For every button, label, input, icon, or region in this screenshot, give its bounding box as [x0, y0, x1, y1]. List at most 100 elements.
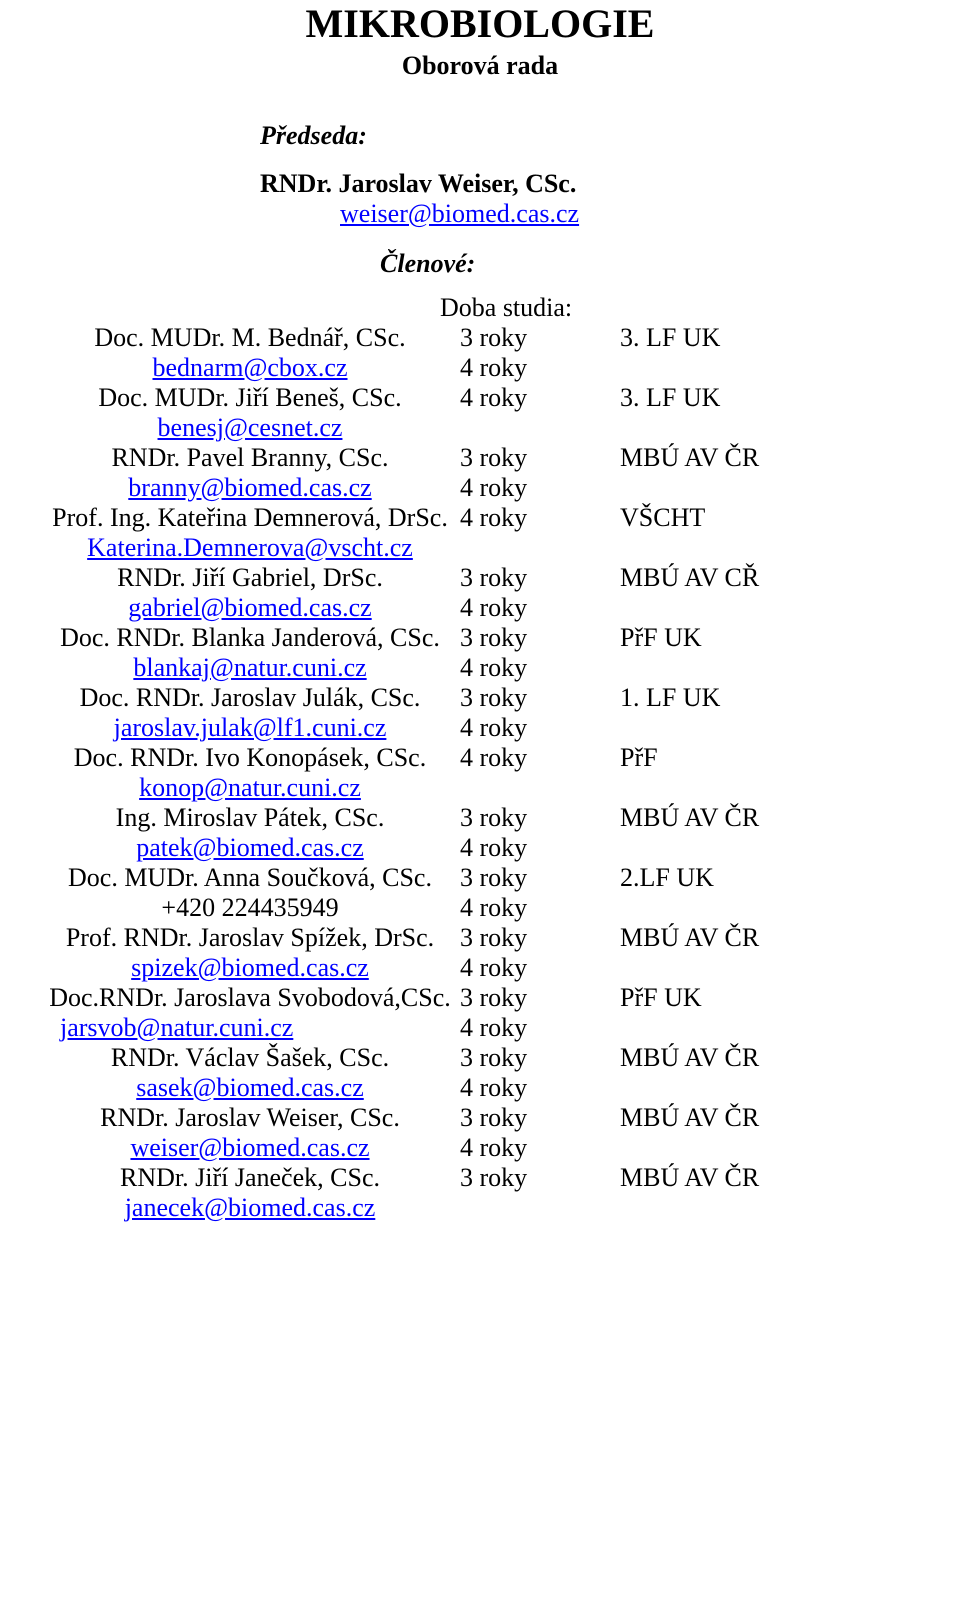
table-row: konop@natur.cuni.cz [40, 773, 920, 803]
member-name: Doc. RNDr. Jaroslav Julák, CSc. [40, 683, 460, 713]
member-duration-1: 3 roky [460, 923, 620, 953]
member-duration-2: 4 roky [460, 653, 620, 683]
table-row: RNDr. Jiří Gabriel, DrSc.3 rokyMBÚ AV CŘ [40, 563, 920, 593]
table-row: RNDr. Václav Šašek, CSc.3 rokyMBÚ AV ČR [40, 1043, 920, 1073]
member-email-link[interactable]: patek@biomed.cas.cz [136, 833, 364, 862]
member-affiliation: MBÚ AV ČR [620, 803, 920, 833]
table-row: Doc. RNDr. Blanka Janderová, CSc.3 rokyP… [40, 623, 920, 653]
member-affiliation: PřF UK [620, 983, 920, 1013]
member-name: Prof. RNDr. Jaroslav Spížek, DrSc. [40, 923, 460, 953]
member-duration-2: 4 roky [460, 1073, 620, 1103]
member-contact: jaroslav.julak@lf1.cuni.cz [40, 713, 460, 743]
table-row: +420 2244359494 roky [40, 893, 920, 923]
table-row: Katerina.Demnerova@vscht.cz [40, 533, 920, 563]
member-affiliation: MBÚ AV ČR [620, 1103, 920, 1133]
member-email-link[interactable]: blankaj@natur.cuni.cz [133, 653, 366, 682]
member-email-link[interactable]: branny@biomed.cas.cz [128, 473, 371, 502]
chair-label: Předseda: [260, 121, 920, 151]
member-email-link[interactable]: janecek@biomed.cas.cz [125, 1193, 376, 1222]
table-row: RNDr. Pavel Branny, CSc.3 rokyMBÚ AV ČR [40, 443, 920, 473]
member-affiliation: VŠCHT [620, 503, 920, 533]
member-duration-1: 3 roky [460, 803, 620, 833]
table-row: Doc.RNDr. Jaroslava Svobodová,CSc.3 roky… [40, 983, 920, 1013]
member-duration-2: 4 roky [460, 473, 620, 503]
member-email-link[interactable]: bednarm@cbox.cz [152, 353, 347, 382]
table-row: Prof. RNDr. Jaroslav Spížek, DrSc.3 roky… [40, 923, 920, 953]
chair-name: RNDr. Jaroslav Weiser, CSc. [260, 169, 920, 199]
member-name: Doc.RNDr. Jaroslava Svobodová,CSc. [40, 983, 460, 1013]
member-name: RNDr. Pavel Branny, CSc. [40, 443, 460, 473]
member-email-link[interactable]: sasek@biomed.cas.cz [136, 1073, 364, 1102]
member-contact: sasek@biomed.cas.cz [40, 1073, 460, 1103]
member-name: RNDr. Jiří Janeček, CSc. [40, 1163, 460, 1193]
member-contact: konop@natur.cuni.cz [40, 773, 460, 803]
table-row: jaroslav.julak@lf1.cuni.cz 4 roky [40, 713, 920, 743]
member-duration-2: 4 roky [460, 1133, 620, 1163]
table-row: RNDr. Jiří Janeček, CSc.3 rokyMBÚ AV ČR [40, 1163, 920, 1193]
member-email-link[interactable]: konop@natur.cuni.cz [139, 773, 361, 802]
member-name: Doc. MUDr. Jiří Beneš, CSc. [40, 383, 460, 413]
member-contact: bednarm@cbox.cz [40, 353, 460, 383]
chair-email-link[interactable]: weiser@biomed.cas.cz [340, 199, 579, 228]
table-row: Doc. MUDr. Jiří Beneš, CSc.4 roky3. LF U… [40, 383, 920, 413]
member-duration-1: 4 roky [460, 743, 620, 773]
member-affiliation: MBÚ AV ČR [620, 923, 920, 953]
member-contact: branny@biomed.cas.cz [40, 473, 460, 503]
member-duration-2: 4 roky [460, 1013, 620, 1043]
member-duration-1: 3 roky [460, 1103, 620, 1133]
member-name: Doc. MUDr. M. Bednář, CSc. [40, 323, 460, 353]
member-name: RNDr. Václav Šašek, CSc. [40, 1043, 460, 1073]
member-duration-1: 4 roky [460, 383, 620, 413]
members-table: Doc. MUDr. M. Bednář, CSc.3 roky3. LF UK… [40, 323, 920, 1223]
member-duration-2: 4 roky [460, 953, 620, 983]
member-name: RNDr. Jiří Gabriel, DrSc. [40, 563, 460, 593]
member-affiliation: MBÚ AV ČR [620, 443, 920, 473]
table-row: Ing. Miroslav Pátek, CSc.3 rokyMBÚ AV ČR [40, 803, 920, 833]
table-row: patek@biomed.cas.cz 4 roky [40, 833, 920, 863]
member-affiliation: 3. LF UK [620, 323, 920, 353]
member-contact: blankaj@natur.cuni.cz [40, 653, 460, 683]
member-name: Prof. Ing. Kateřina Demnerová, DrSc. [40, 503, 460, 533]
member-email-link[interactable]: benesj@cesnet.cz [158, 413, 343, 442]
member-email-link[interactable]: weiser@biomed.cas.cz [130, 1133, 369, 1162]
member-duration-2: 4 roky [460, 593, 620, 623]
member-duration-1: 4 roky [460, 503, 620, 533]
member-contact: spizek@biomed.cas.cz [40, 953, 460, 983]
table-row: spizek@biomed.cas.cz 4 roky [40, 953, 920, 983]
member-email-link[interactable]: jarsvob@natur.cuni.cz [60, 1013, 293, 1042]
member-contact: Katerina.Demnerova@vscht.cz [40, 533, 460, 563]
member-duration-1: 3 roky [460, 563, 620, 593]
table-row: Prof. Ing. Kateřina Demnerová, DrSc.4 ro… [40, 503, 920, 533]
member-affiliation: MBÚ AV ČR [620, 1043, 920, 1073]
member-contact: janecek@biomed.cas.cz [40, 1193, 460, 1223]
member-affiliation: 2.LF UK [620, 863, 920, 893]
table-row: gabriel@biomed.cas.cz 4 roky [40, 593, 920, 623]
member-email-link[interactable]: gabriel@biomed.cas.cz [128, 593, 371, 622]
member-contact: jarsvob@natur.cuni.cz [40, 1013, 460, 1043]
member-duration-1: 3 roky [460, 443, 620, 473]
page-subtitle: Oborová rada [40, 51, 920, 81]
member-email-link[interactable]: Katerina.Demnerova@vscht.cz [87, 533, 413, 562]
table-row: Doc. MUDr. M. Bednář, CSc.3 roky3. LF UK [40, 323, 920, 353]
member-affiliation: MBÚ AV ČR [620, 1163, 920, 1193]
member-duration-2: 4 roky [460, 353, 620, 383]
page-title: MIKROBIOLOGIE [40, 0, 920, 47]
member-contact: weiser@biomed.cas.cz [40, 1133, 460, 1163]
members-label: Členové: [380, 249, 920, 279]
member-email-link[interactable]: spizek@biomed.cas.cz [131, 953, 369, 982]
member-duration-1: 3 roky [460, 1163, 620, 1193]
member-duration-2: 4 roky [460, 833, 620, 863]
member-contact: gabriel@biomed.cas.cz [40, 593, 460, 623]
member-name: Ing. Miroslav Pátek, CSc. [40, 803, 460, 833]
member-duration-1: 3 roky [460, 683, 620, 713]
table-row: RNDr. Jaroslav Weiser, CSc.3 rokyMBÚ AV … [40, 1103, 920, 1133]
table-row: Doc. RNDr. Jaroslav Julák, CSc.3 roky1. … [40, 683, 920, 713]
member-email-link[interactable]: jaroslav.julak@lf1.cuni.cz [114, 713, 387, 742]
member-duration-1: 3 roky [460, 623, 620, 653]
member-duration-1: 3 roky [460, 983, 620, 1013]
member-duration-2: 4 roky [460, 713, 620, 743]
member-duration-2: 4 roky [460, 893, 620, 923]
member-contact: patek@biomed.cas.cz [40, 833, 460, 863]
member-contact: benesj@cesnet.cz [40, 413, 460, 443]
member-name: Doc. RNDr. Ivo Konopásek, CSc. [40, 743, 460, 773]
